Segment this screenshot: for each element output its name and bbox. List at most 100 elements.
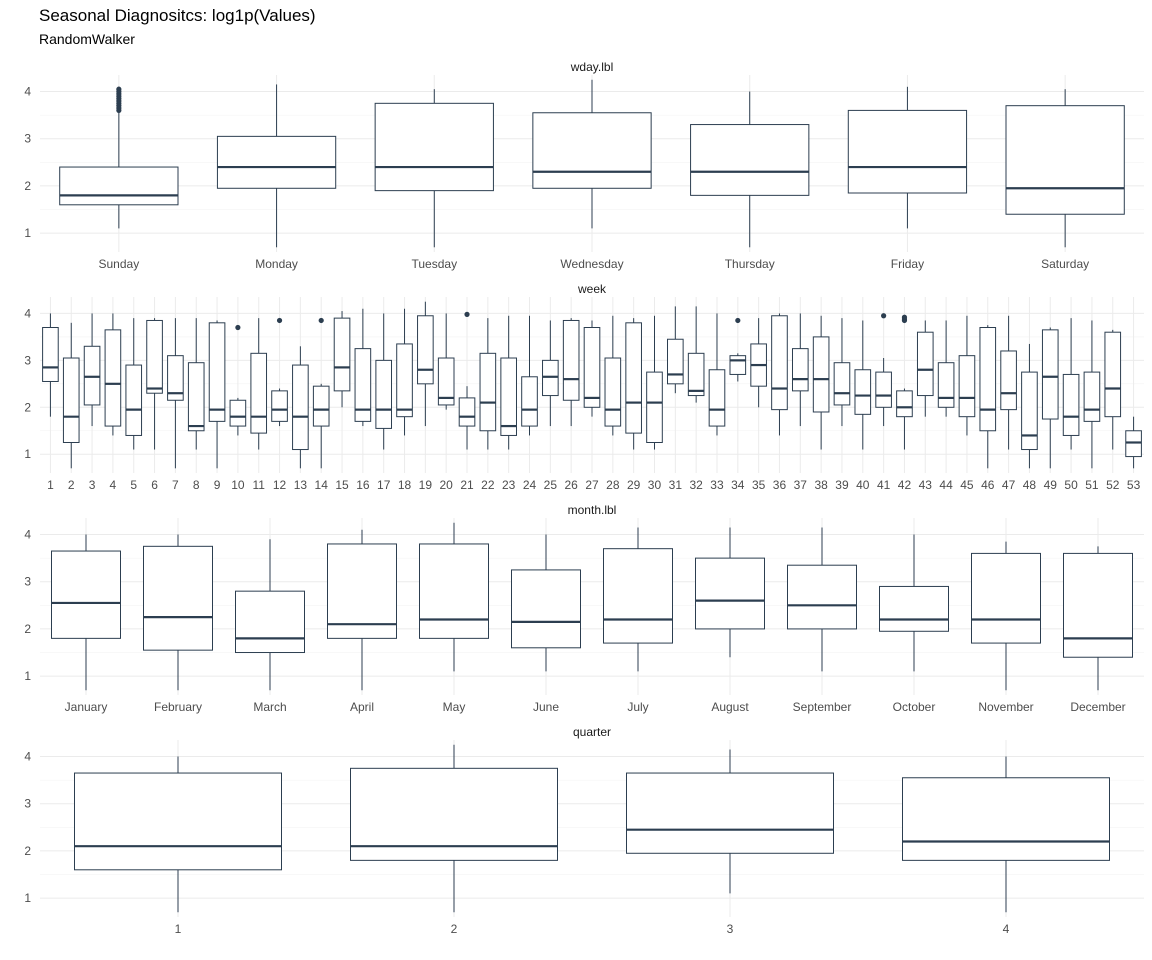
box-iqr	[896, 390, 913, 418]
x-tick-label: 6	[151, 478, 158, 492]
box-iqr	[937, 362, 955, 408]
box-iqr	[604, 357, 622, 427]
x-tick-label: 2	[451, 922, 458, 936]
x-tick-label: 51	[1085, 478, 1099, 492]
box-iqr	[695, 557, 765, 630]
box-iqr	[208, 322, 226, 422]
x-tick-label: Monday	[255, 257, 298, 271]
box-iqr	[562, 319, 580, 401]
x-tick-label: 24	[523, 478, 537, 492]
facet-strip-label: month.lbl	[568, 503, 617, 517]
x-tick-label: 41	[877, 478, 891, 492]
y-tick-label: 4	[24, 750, 31, 764]
y-tick-label: 2	[24, 179, 31, 193]
box-iqr	[916, 331, 934, 397]
box-iqr	[687, 352, 705, 397]
box-iqr	[1005, 105, 1125, 215]
x-tick-label: 31	[669, 478, 683, 492]
y-tick-label: 1	[24, 447, 31, 461]
x-tick-label: 17	[377, 478, 391, 492]
x-tick-label: Sunday	[99, 257, 140, 271]
y-tick-label: 4	[24, 85, 31, 99]
box-iqr	[521, 376, 538, 427]
x-tick-label: 20	[440, 478, 454, 492]
x-tick-label: 16	[356, 478, 370, 492]
y-tick-label: 3	[24, 353, 31, 367]
box-iqr	[51, 550, 121, 639]
box-iqr	[83, 345, 101, 406]
box-iqr	[350, 767, 558, 861]
x-tick-label: 4	[1003, 922, 1010, 936]
box-iqr	[771, 315, 788, 411]
y-tick-label: 1	[24, 669, 31, 683]
x-tick-label: 49	[1044, 478, 1058, 492]
box-iqr	[354, 348, 372, 422]
y-tick-label: 2	[24, 400, 31, 414]
y-tick-label: 1	[24, 226, 31, 240]
box-iqr	[500, 357, 517, 436]
x-tick-label: 9	[214, 478, 221, 492]
box-iqr	[875, 371, 892, 408]
x-tick-label: 26	[564, 478, 578, 492]
y-tick-label: 3	[24, 797, 31, 811]
box-outlier	[901, 314, 908, 320]
x-tick-label: 23	[502, 478, 516, 492]
y-tick-label: 1	[24, 891, 31, 905]
x-tick-label: 4	[110, 478, 117, 492]
x-tick-label: 53	[1127, 478, 1141, 492]
box-iqr	[250, 352, 268, 434]
x-tick-label: 28	[606, 478, 620, 492]
box-iqr	[1083, 371, 1101, 422]
x-tick-label: 35	[752, 478, 766, 492]
x-tick-label: 1	[47, 478, 54, 492]
x-tick-label: 50	[1064, 478, 1078, 492]
x-tick-label: July	[627, 700, 648, 714]
x-tick-label: 18	[398, 478, 412, 492]
box-iqr	[59, 166, 179, 206]
x-tick-label: June	[533, 700, 559, 714]
box-iqr	[1041, 329, 1059, 420]
box-iqr	[646, 371, 663, 443]
x-tick-label: 3	[89, 478, 96, 492]
box-iqr	[1125, 430, 1142, 458]
box-iqr	[167, 355, 184, 401]
box-iqr	[216, 135, 337, 189]
x-tick-label: 39	[835, 478, 849, 492]
x-tick-label: 43	[919, 478, 933, 492]
box-iqr	[143, 545, 213, 651]
x-tick-label: Saturday	[1041, 257, 1089, 271]
facet-strip-label: wday.lbl	[570, 60, 613, 74]
x-tick-label: 25	[544, 478, 558, 492]
box-iqr	[125, 364, 143, 436]
x-tick-label: 27	[585, 478, 599, 492]
x-tick-label: 5	[130, 478, 137, 492]
x-tick-label: 29	[627, 478, 641, 492]
x-tick-label: 1	[175, 922, 182, 936]
box-iqr	[375, 359, 393, 429]
box-iqr	[854, 369, 872, 415]
box-iqr	[1063, 552, 1133, 658]
box-iqr	[1062, 373, 1080, 436]
chart-subtitle: RandomWalker	[39, 31, 135, 47]
box-iqr	[62, 357, 80, 443]
box-iqr	[312, 385, 330, 427]
box-iqr	[419, 543, 489, 639]
box-outlier	[464, 311, 470, 317]
x-tick-label: Wednesday	[560, 257, 623, 271]
x-tick-label: Tuesday	[411, 257, 457, 271]
box-iqr	[979, 327, 997, 432]
box-iqr	[791, 348, 809, 392]
box-iqr	[374, 102, 494, 192]
box-iqr	[958, 355, 976, 418]
box-iqr	[511, 569, 581, 649]
x-tick-label: Friday	[891, 257, 924, 271]
x-tick-label: 10	[231, 478, 245, 492]
x-tick-label: January	[65, 700, 108, 714]
x-tick-label: February	[154, 700, 202, 714]
x-tick-label: 44	[939, 478, 953, 492]
box-iqr	[235, 590, 305, 654]
box-iqr	[690, 124, 810, 196]
x-tick-label: 40	[856, 478, 870, 492]
x-tick-label: April	[350, 700, 374, 714]
box-iqr	[583, 327, 601, 408]
